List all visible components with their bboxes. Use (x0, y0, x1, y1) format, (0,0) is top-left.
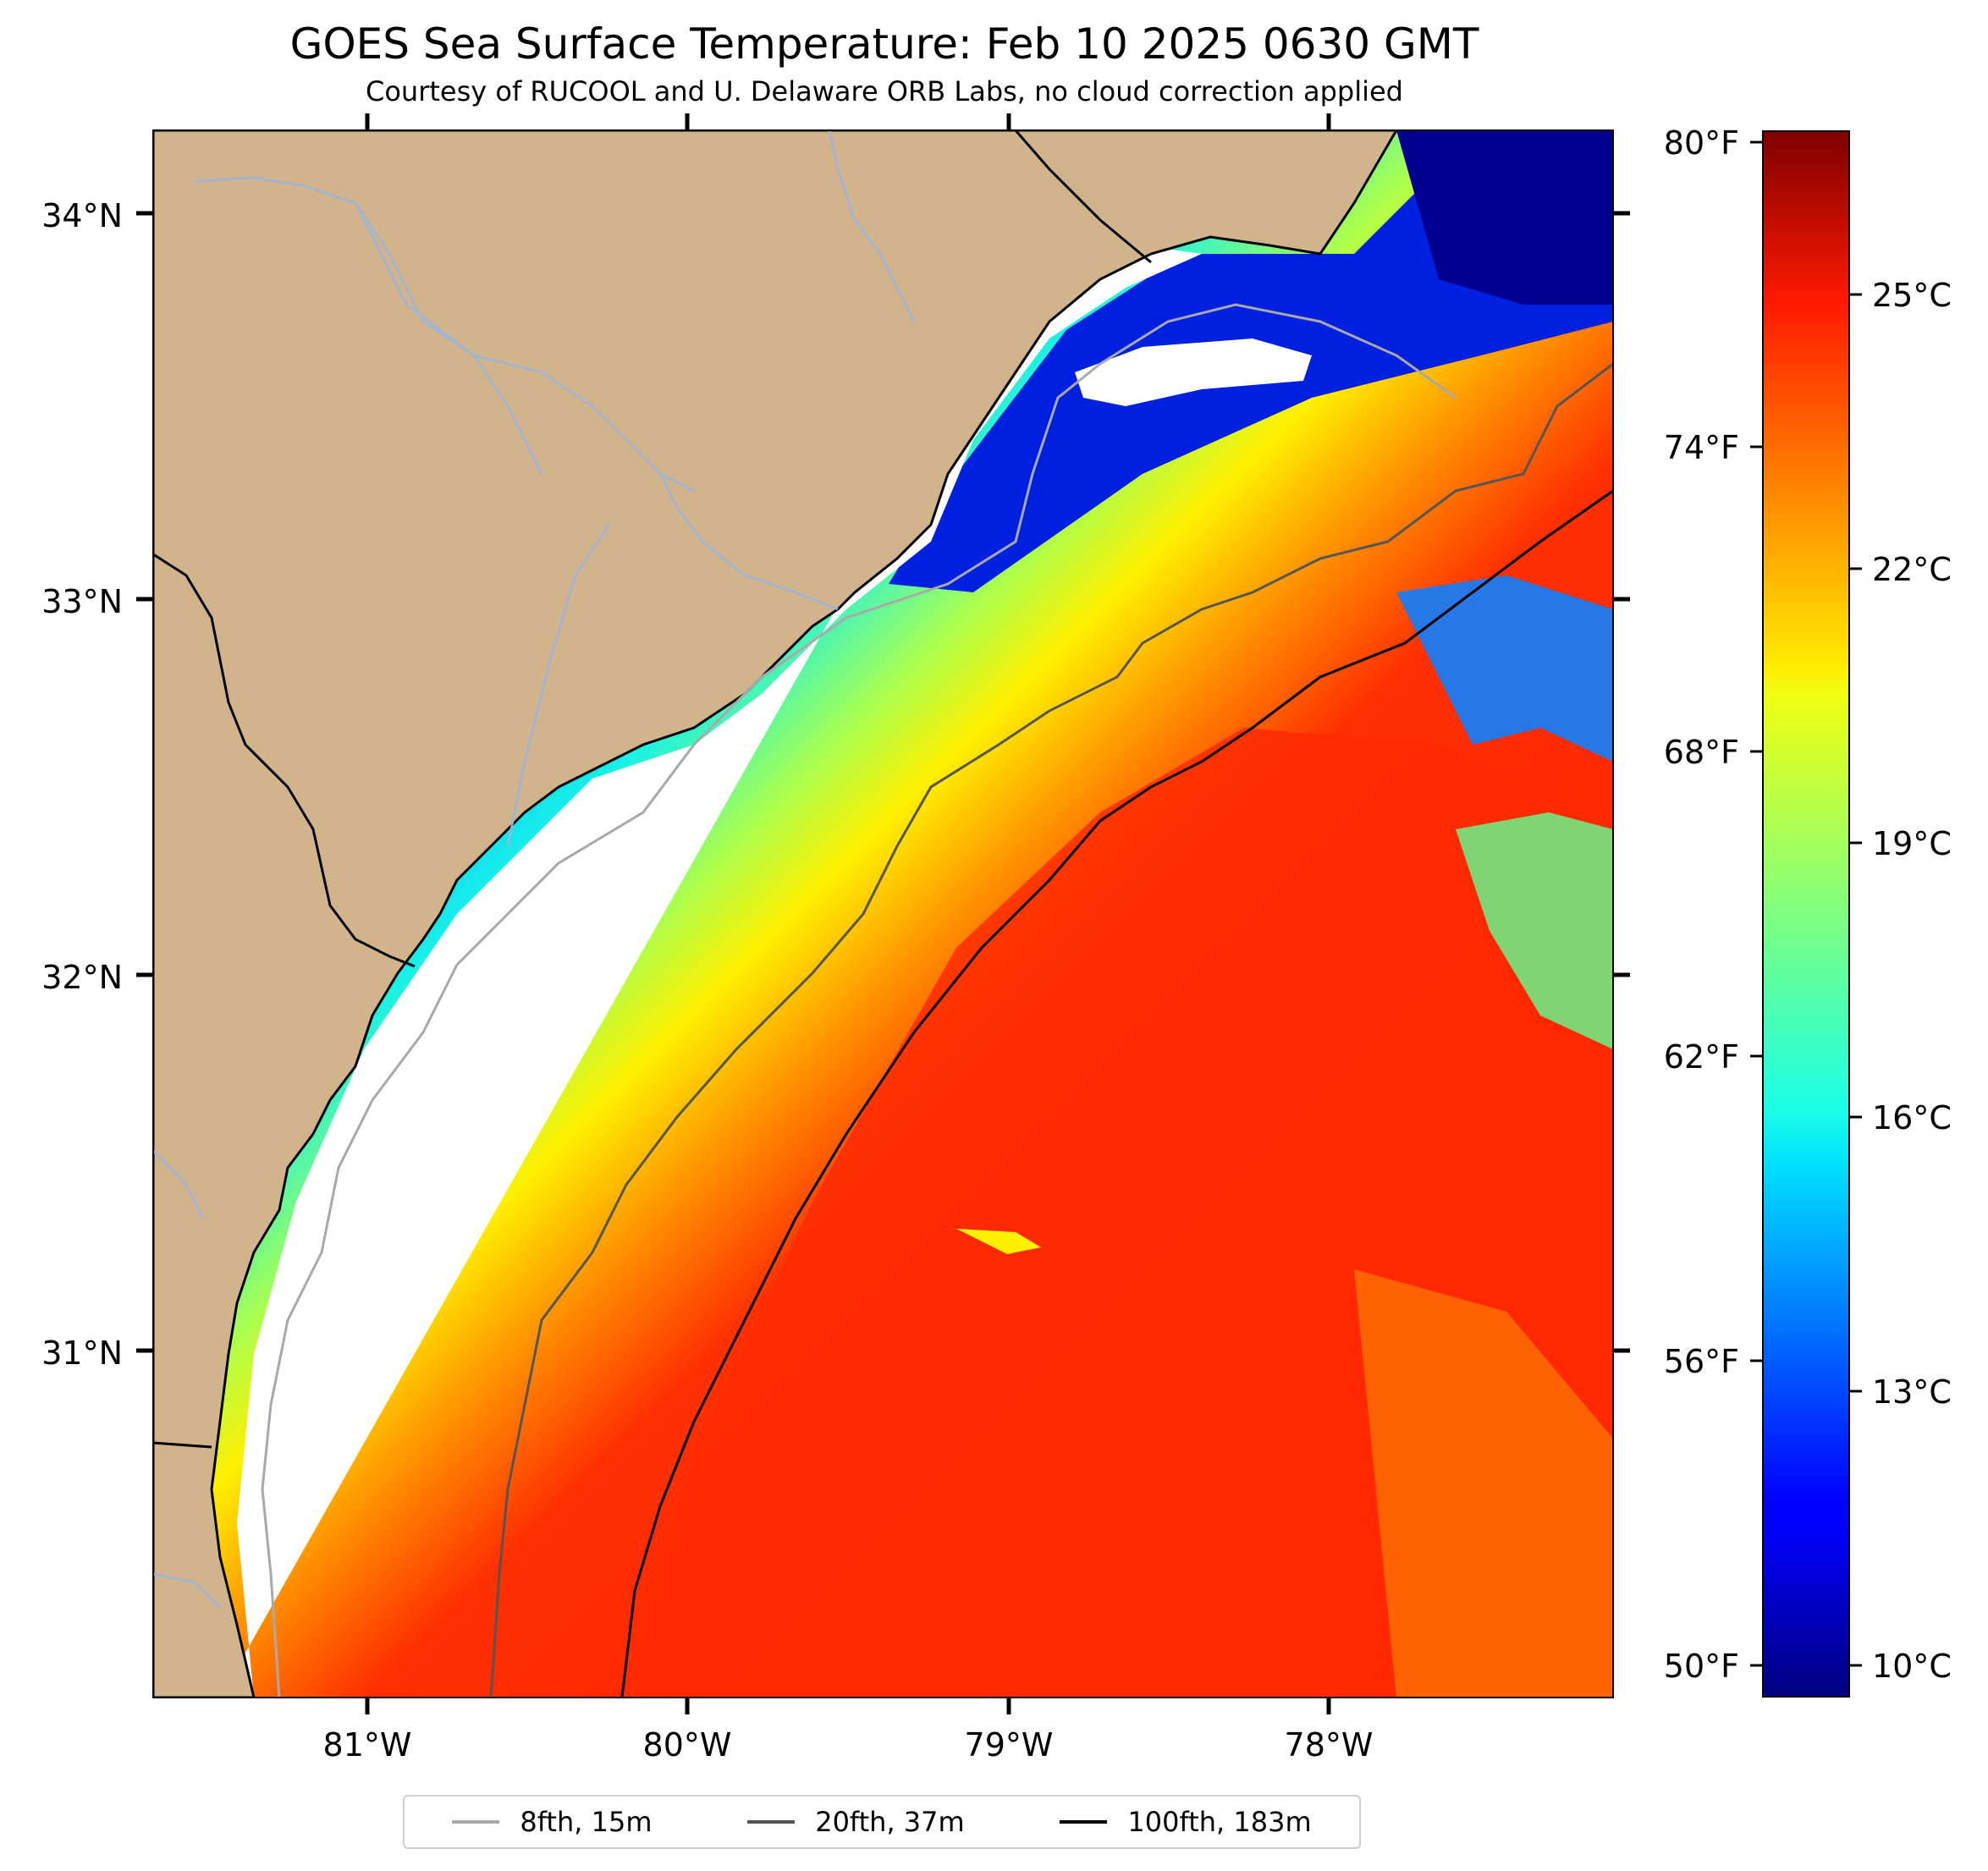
isobath-8fth-15m (261, 303, 1457, 1698)
colorbar-f-80: 80°F (1664, 124, 1739, 162)
lat-axis: 34°N 33°N 32°N 31°N (41, 197, 1630, 1372)
lat-label-32n: 32°N (41, 959, 123, 996)
map-subtitle: Courtesy of RUCOOL and U. Delaware ORB L… (366, 75, 1403, 107)
offshore-orange-water (1354, 1269, 1613, 1698)
colorbar-c-10: 10°C (1872, 1648, 1952, 1685)
legend-label-8fth: 8fth, 15m (520, 1806, 653, 1838)
offshore-green-patch (1456, 812, 1613, 1049)
land-mass (153, 130, 1398, 1698)
warm-spot (956, 1229, 1041, 1254)
colorbar-c-25: 25°C (1872, 277, 1952, 314)
isobath-100fth-183m (620, 489, 1613, 1698)
state-boundary-nc-sc (1014, 130, 1152, 264)
legend-label-100fth: 100fth, 183m (1127, 1806, 1312, 1838)
lon-label-81w: 81°W (323, 1726, 412, 1764)
cloud-gap-north (1075, 338, 1312, 406)
colorbar-c-22: 22°C (1872, 551, 1952, 588)
lon-axis: 81°W 80°W 79°W 78°W (323, 113, 1374, 1764)
lon-label-79w: 79°W (965, 1726, 1054, 1764)
colorbar-f-68: 68°F (1664, 734, 1739, 771)
gulf-stream-warm-water (626, 728, 1613, 1698)
legend-item-8fth: 8fth, 15m (452, 1806, 652, 1838)
colorbar-f-56: 56°F (1664, 1343, 1739, 1380)
map-frame (152, 129, 1614, 1698)
legend-item-100fth: 100fth, 183m (1060, 1806, 1312, 1838)
northeast-cool-intrusion (1396, 575, 1613, 762)
colorbar-f-74: 74°F (1664, 429, 1739, 466)
isobath-20fth-37m (489, 362, 1613, 1698)
colorbar-f-50: 50°F (1664, 1648, 1739, 1685)
state-boundary-ga-fl (153, 1441, 212, 1449)
legend-swatch-100fth (1060, 1820, 1108, 1824)
map-title: GOES Sea Surface Temperature: Feb 10 202… (289, 19, 1479, 69)
map-area (153, 130, 1613, 1698)
legend-swatch-8fth (452, 1820, 500, 1824)
lat-label-33n: 33°N (41, 583, 123, 620)
lat-label-34n: 34°N (41, 197, 123, 234)
lat-label-31n: 31°N (41, 1334, 123, 1372)
lon-label-78w: 78°W (1285, 1726, 1374, 1764)
rivers (153, 130, 916, 1610)
legend-swatch-20fth (747, 1820, 796, 1824)
lon-label-80w: 80°W (643, 1726, 732, 1764)
colorbar-gradient (1762, 130, 1850, 1698)
colorbar: 80°F 74°F 68°F 62°F 56°F 50°F 25°C 22°C … (1664, 124, 1952, 1698)
very-cold-water-northeast (1396, 130, 1613, 305)
state-boundary (153, 553, 416, 968)
colorbar-c-19: 19°C (1872, 825, 1952, 862)
colorbar-c-13: 13°C (1872, 1373, 1952, 1411)
legend-label-20fth: 20fth, 37m (815, 1806, 965, 1838)
colorbar-c-16: 16°C (1872, 1099, 1952, 1136)
colorbar-f-62: 62°F (1664, 1038, 1739, 1076)
legend-item-20fth: 20fth, 37m (747, 1806, 965, 1838)
isobath-legend: 8fth, 15m 20fth, 37m 100fth, 183m (403, 1795, 1361, 1849)
